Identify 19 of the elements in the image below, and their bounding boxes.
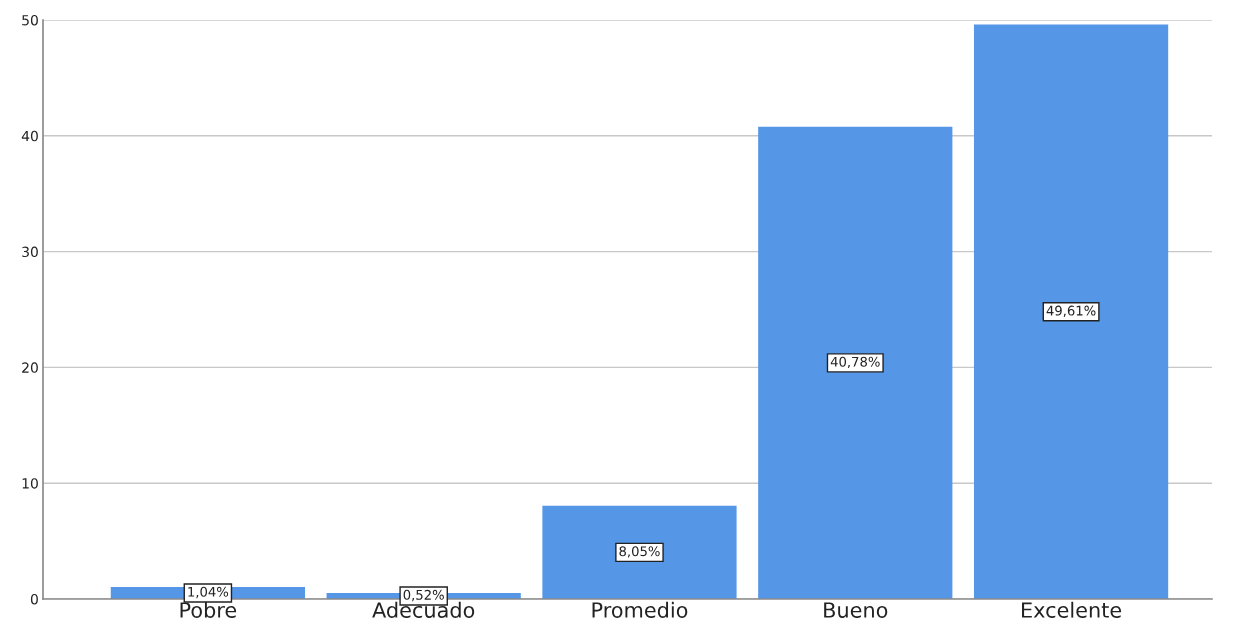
y-tick-label: 0 [30,593,38,605]
x-tick-label: Bueno [824,602,888,618]
data-label: 1,04% [188,586,229,599]
data-label: 0,52% [403,589,444,602]
data-label: 8,05% [619,546,660,558]
x-tick-label: Promedio [592,601,688,618]
y-tick-label: 50 [22,14,38,26]
x-tick-label: Adecuado [372,601,475,618]
bar [758,126,953,599]
y-tick-label: 30 [22,246,38,258]
bar [542,505,737,599]
x-tick-label: Pobre [180,601,237,618]
y-tick-label: 40 [21,130,38,142]
data-label: 49,61% [1046,305,1096,317]
bar [973,24,1169,599]
y-tick-label: 10 [22,478,38,489]
x-tick-label: Excelente [1022,601,1122,618]
data-label: 40,78% [830,356,880,369]
y-tick-label: 20 [22,362,38,373]
